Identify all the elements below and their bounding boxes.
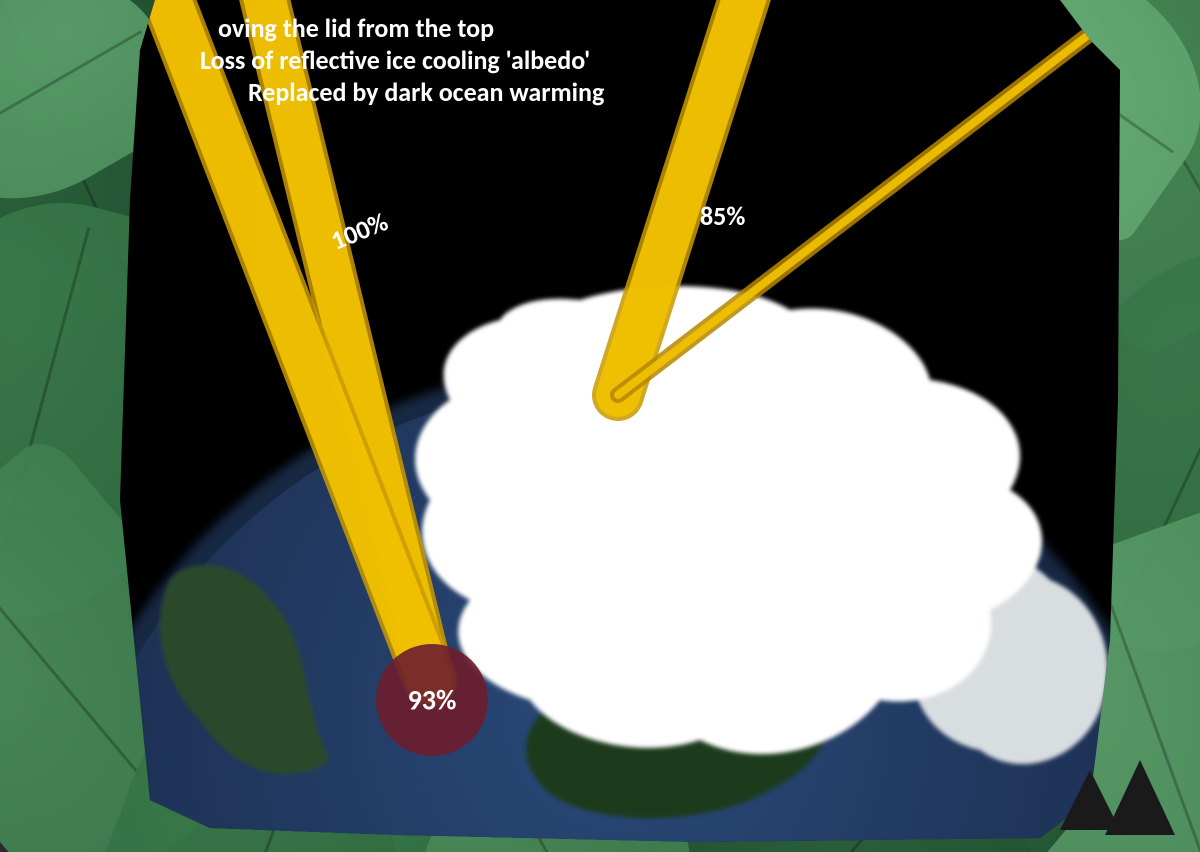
label-85pct: 85% (700, 200, 745, 232)
headline-1: oving the lid from the top (218, 12, 494, 44)
label-7pct: 7% (532, 590, 562, 619)
diagram-svg: 93% (0, 0, 1200, 852)
headline-3: Replaced by dark ocean warming (248, 76, 604, 108)
headline-2: Loss of reflective ice cooling 'albedo' (200, 44, 590, 76)
absorption-label: 93% (408, 683, 457, 718)
